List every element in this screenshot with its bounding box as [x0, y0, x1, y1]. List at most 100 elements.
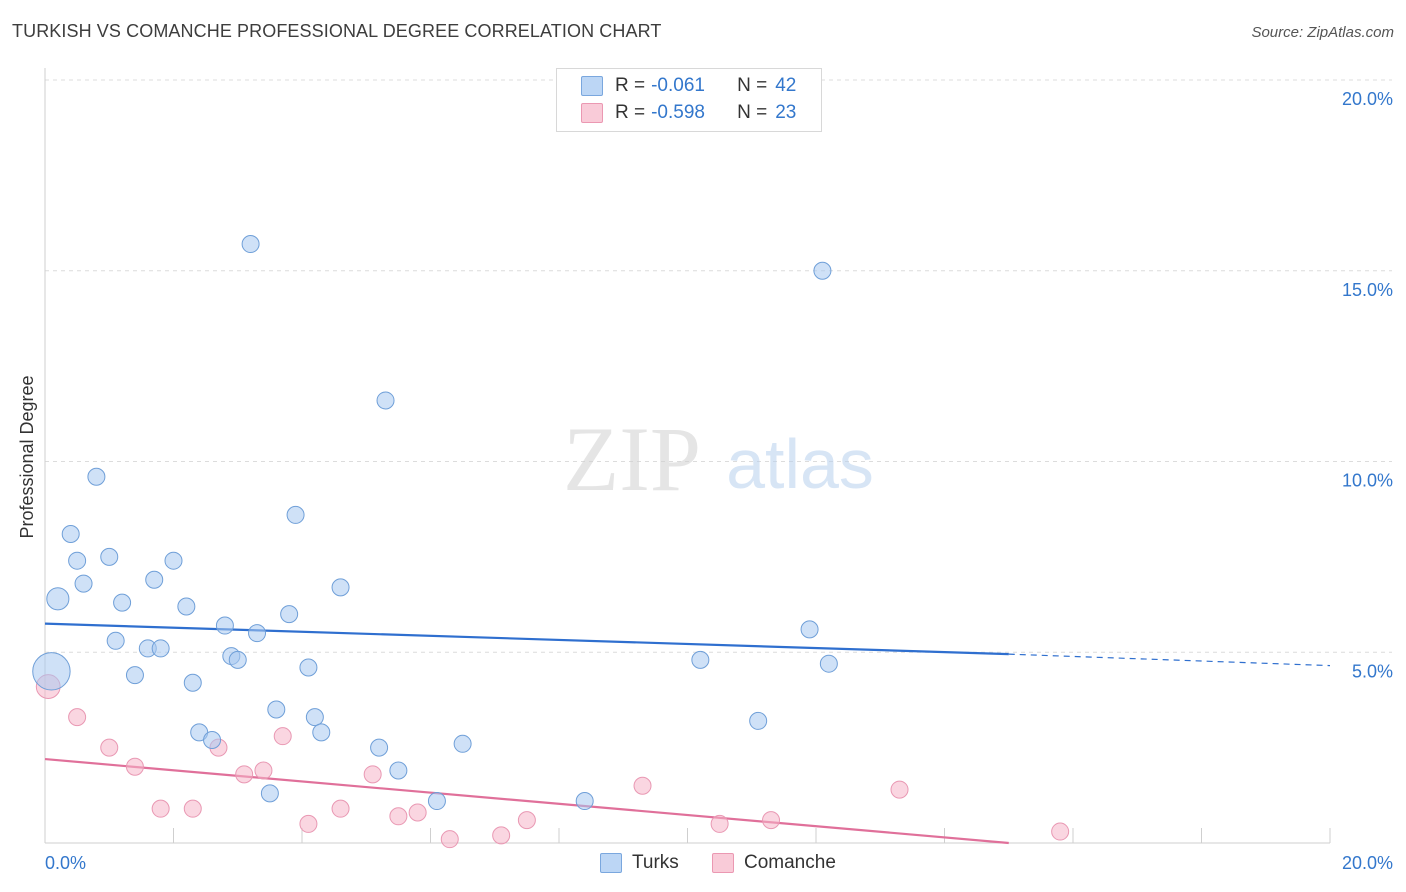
turks-point: [260, 784, 279, 803]
turks-swatch: [581, 76, 603, 96]
turks-point: [749, 711, 768, 730]
turks-trendline-extension: [1008, 653, 1331, 667]
turks-point: [87, 467, 106, 486]
axes: [44, 68, 1331, 844]
turks-point: [100, 547, 119, 566]
comanche-point: [254, 761, 273, 780]
comanche-point: [363, 765, 382, 784]
legend-item-comanche[interactable]: Comanche: [712, 852, 836, 874]
turks-point: [106, 631, 125, 650]
gridlines: [45, 79, 1392, 653]
turks-point: [241, 235, 260, 254]
y-axis-label: Professional Degree: [17, 375, 37, 538]
turks-point: [575, 792, 594, 811]
turks-point: [800, 620, 819, 639]
turks-point: [125, 666, 144, 685]
source-label: Source: ZipAtlas.com: [1251, 24, 1394, 41]
comanche-point: [68, 708, 87, 727]
turks-point: [267, 700, 286, 719]
comanche-point: [762, 811, 781, 830]
turks-point: [370, 738, 389, 757]
comanche-trendline: [44, 757, 1009, 845]
turks-point: [305, 708, 324, 727]
y-tick-label: 5.0%: [1352, 661, 1393, 681]
comanche-point: [517, 811, 536, 830]
turks-point: [215, 616, 234, 635]
turks-point: [389, 761, 408, 780]
turks-point: [151, 639, 170, 658]
comanche-point: [440, 830, 459, 849]
comanche-point: [890, 780, 909, 799]
comanche-point: [492, 826, 511, 845]
n-label: N =: [737, 102, 768, 123]
tick-labels: 20.0% 15.0% 10.0% 5.0% 0.0% 20.0%: [45, 89, 1393, 873]
legend-item-turks[interactable]: Turks: [600, 852, 679, 874]
r-label: R =: [615, 102, 646, 123]
n-label: N =: [737, 75, 768, 96]
turks-point: [32, 652, 71, 691]
turks-point: [113, 593, 132, 612]
turks-legend-label: Turks: [632, 852, 679, 873]
correlation-legend: R = -0.061 N = 42 R = -0.598 N = 23: [556, 68, 822, 132]
turks-points: [32, 235, 838, 811]
turks-point: [68, 551, 87, 570]
comanche-point: [183, 799, 202, 818]
comanche-point: [100, 738, 119, 757]
turks-point: [61, 524, 80, 543]
comanche-point: [125, 757, 144, 776]
turks-point: [813, 261, 832, 280]
trendlines: [44, 622, 1331, 845]
comanche-point: [331, 799, 350, 818]
turks-point: [228, 650, 247, 669]
turks-point: [248, 624, 267, 643]
comanche-swatch: [581, 103, 603, 123]
comanche-point: [633, 776, 652, 795]
r-label: R =: [615, 75, 646, 96]
turks-legend-swatch: [600, 853, 622, 873]
turks-point: [164, 551, 183, 570]
series-legend: Turks Comanche: [0, 852, 1406, 876]
turks-point: [427, 792, 446, 811]
comanche-point: [408, 803, 427, 822]
turks-point: [376, 391, 395, 410]
watermark-zip: ZIP: [563, 408, 701, 510]
comanche-n-value: 23: [775, 102, 797, 123]
turks-n-value: 42: [775, 75, 797, 96]
comanche-point: [389, 807, 408, 826]
turks-point: [819, 654, 838, 673]
y-tick-label: 20.0%: [1342, 89, 1393, 109]
turks-point: [286, 505, 305, 524]
turks-point: [74, 574, 93, 593]
y-tick-label: 15.0%: [1342, 280, 1393, 300]
comanche-point: [151, 799, 170, 818]
chart-title: TURKISH VS COMANCHE PROFESSIONAL DEGREE …: [12, 21, 662, 41]
comanche-point: [710, 814, 729, 833]
turks-trendline: [44, 622, 1009, 656]
comanche-legend-label: Comanche: [744, 852, 836, 873]
comanche-point: [235, 765, 254, 784]
watermark-atlas: atlas: [726, 425, 874, 503]
turks-point: [145, 570, 164, 589]
turks-point: [299, 658, 318, 677]
comanche-point: [299, 814, 318, 833]
turks-point: [691, 650, 710, 669]
comanche-point: [1051, 822, 1070, 841]
legend-row-comanche: R = -0.598 N = 23: [581, 100, 796, 126]
comanche-legend-swatch: [712, 853, 734, 873]
turks-point: [280, 605, 299, 624]
turks-point: [177, 597, 196, 616]
x-tick-label: 0.0%: [45, 853, 86, 873]
legend-row-turks: R = -0.061 N = 42: [581, 73, 796, 99]
turks-point: [203, 730, 222, 749]
turks-point: [183, 673, 202, 692]
comanche-points: [35, 674, 1070, 849]
turks-point: [312, 723, 331, 742]
turks-point: [46, 587, 70, 611]
comanche-r-value: -0.598: [651, 102, 705, 123]
x-tick-label: 20.0%: [1342, 853, 1393, 873]
y-tick-label: 10.0%: [1342, 471, 1393, 491]
turks-point: [453, 734, 472, 753]
comanche-point: [273, 727, 292, 746]
turks-r-value: -0.061: [651, 75, 705, 96]
